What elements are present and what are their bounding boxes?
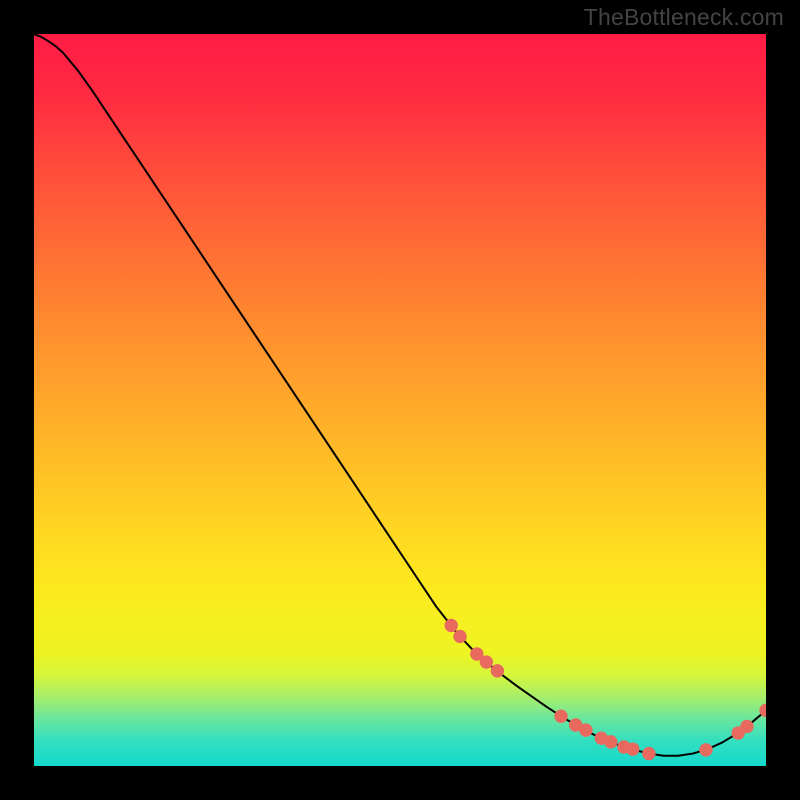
marker-dot <box>555 710 567 722</box>
marker-dot <box>491 665 503 677</box>
marker-dot <box>580 724 592 736</box>
marker-dot <box>643 747 655 759</box>
stage: TheBottleneck.com <box>0 0 800 800</box>
marker-dot <box>445 619 457 631</box>
chart-background <box>34 34 766 766</box>
marker-dot <box>700 744 712 756</box>
watermark-text: TheBottleneck.com <box>584 4 784 31</box>
marker-dot <box>605 736 617 748</box>
marker-dot <box>741 720 753 732</box>
marker-dot <box>480 656 492 668</box>
marker-dot <box>627 743 639 755</box>
marker-dot <box>454 630 466 642</box>
bottleneck-chart <box>34 34 766 766</box>
chart-svg <box>34 34 766 766</box>
